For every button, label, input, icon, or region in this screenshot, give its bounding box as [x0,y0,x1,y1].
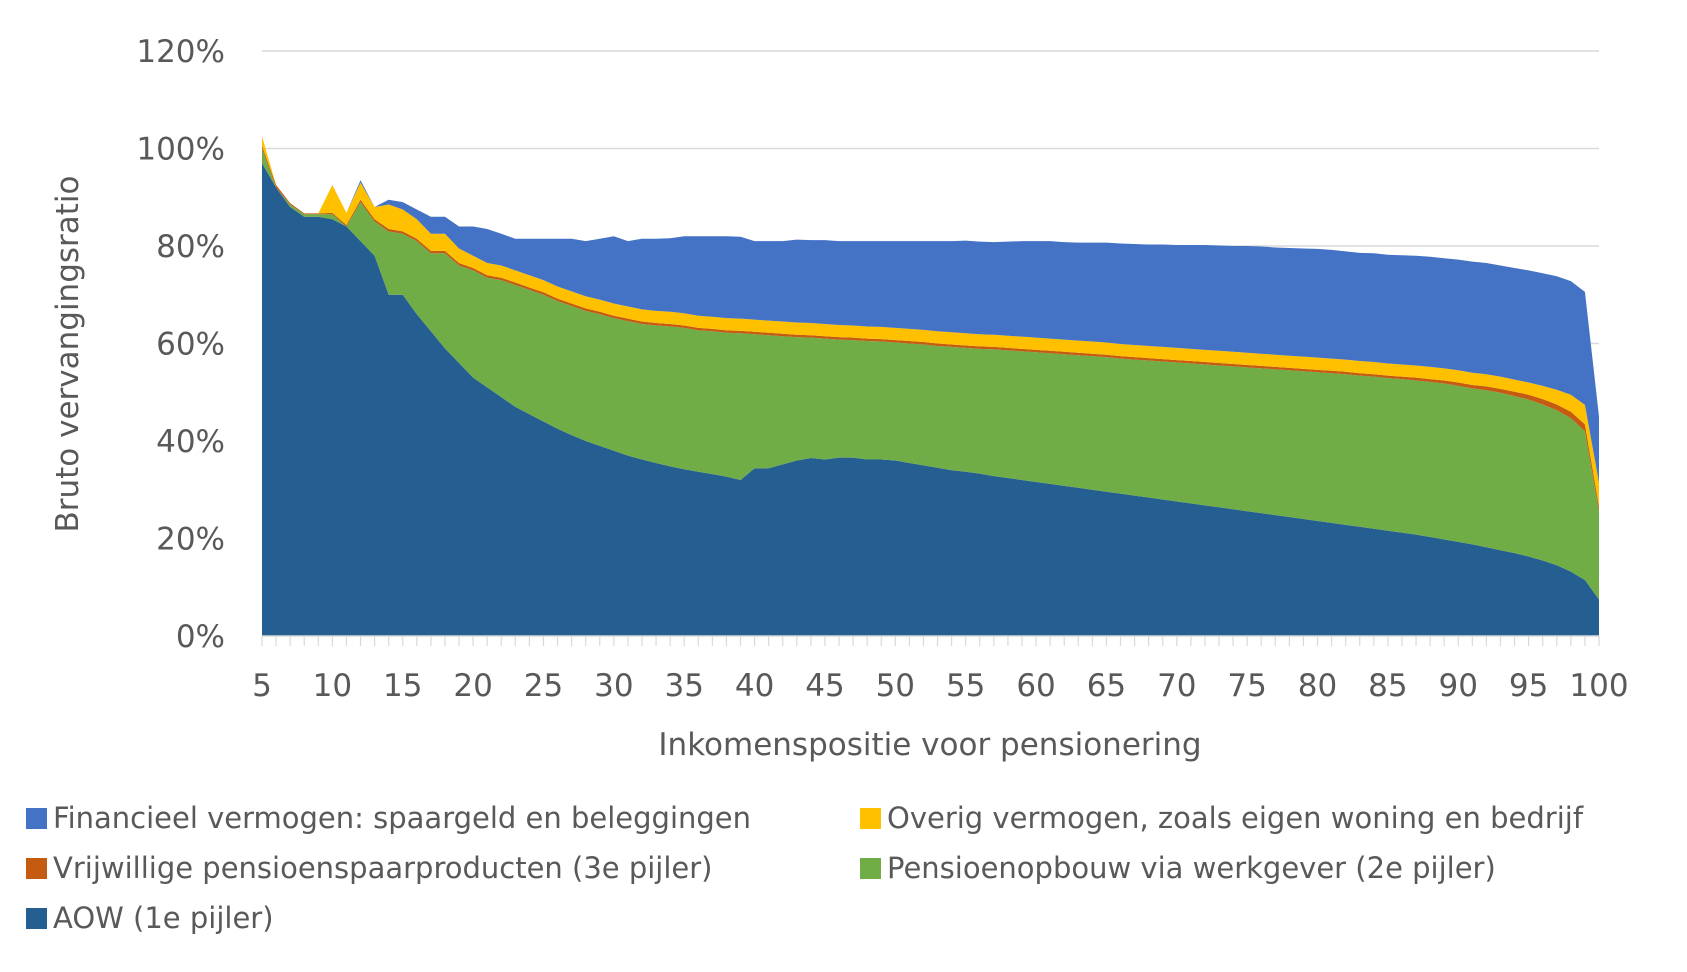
legend-swatch [860,858,881,879]
legend-swatch [26,808,47,829]
x-tick-label: 95 [1509,668,1548,704]
legend-item: Vrijwillige pensioenspaarproducten (3e p… [26,851,713,885]
x-axis-tick-labels: 5 10 15 20 25 30 35 40 45 50 55 60 65 70 75 80 85 90 95 100 [252,668,1628,704]
y-tick-label: 20% [156,522,225,558]
y-tick-label: 60% [156,327,225,363]
x-tick-label: 55 [946,668,985,704]
x-tick-label: 25 [524,668,563,704]
legend-label: AOW (1e pijler) [53,901,274,935]
legend-item: AOW (1e pijler) [26,901,274,935]
x-tick-label: 85 [1368,668,1407,704]
x-tick-label: 50 [876,668,915,704]
x-tick-label: 100 [1569,668,1628,704]
area-series-4 [262,136,1599,483]
y-tick-label: 0% [176,619,225,655]
series-areas [262,136,1599,636]
x-tick-label: 35 [664,668,703,704]
x-tick-label: 60 [1016,668,1055,704]
x-axis [261,635,1600,646]
legend-item: Pensioenopbouw via werkgever (2e pijler) [860,851,1496,885]
legend-label: Financieel vermogen: spaargeld en belegg… [53,801,751,835]
legend-label: Pensioenopbouw via werkgever (2e pijler) [887,851,1496,885]
y-axis-title: Bruto vervangingsratio [50,175,86,532]
legend-label: Overig vermogen, zoals eigen woning en b… [887,801,1584,835]
x-tick-label: 20 [453,668,492,704]
legend: Financieel vermogen: spaargeld en belegg… [26,801,1584,935]
area-series-1 [262,148,1599,600]
y-tick-label: 120% [136,34,225,70]
x-tick-label: 30 [594,668,633,704]
x-tick-label: 40 [735,668,774,704]
y-tick-label: 80% [156,229,225,265]
x-tick-label: 75 [1227,668,1266,704]
x-tick-label: 90 [1439,668,1478,704]
x-tick-label: 5 [252,668,272,704]
legend-item: Overig vermogen, zoals eigen woning en b… [860,801,1584,835]
legend-item: Financieel vermogen: spaargeld en belegg… [26,801,751,835]
x-tick-label: 15 [383,668,422,704]
legend-label: Vrijwillige pensioenspaarproducten (3e p… [53,851,713,885]
y-axis-tick-labels: 0% 20% 40% 60% 80% 100% 120% [136,34,225,655]
legend-swatch [26,858,47,879]
area-series-0 [262,163,1599,636]
x-axis-title: Inkomenspositie voor pensionering [658,727,1201,763]
legend-swatch [860,808,881,829]
x-tick-label: 10 [313,668,352,704]
legend-swatch [26,908,47,929]
y-tick-label: 100% [136,132,225,168]
x-tick-label: 45 [805,668,844,704]
x-tick-label: 80 [1298,668,1337,704]
x-tick-label: 65 [1087,668,1126,704]
x-tick-label: 70 [1157,668,1196,704]
y-tick-label: 40% [156,424,225,460]
